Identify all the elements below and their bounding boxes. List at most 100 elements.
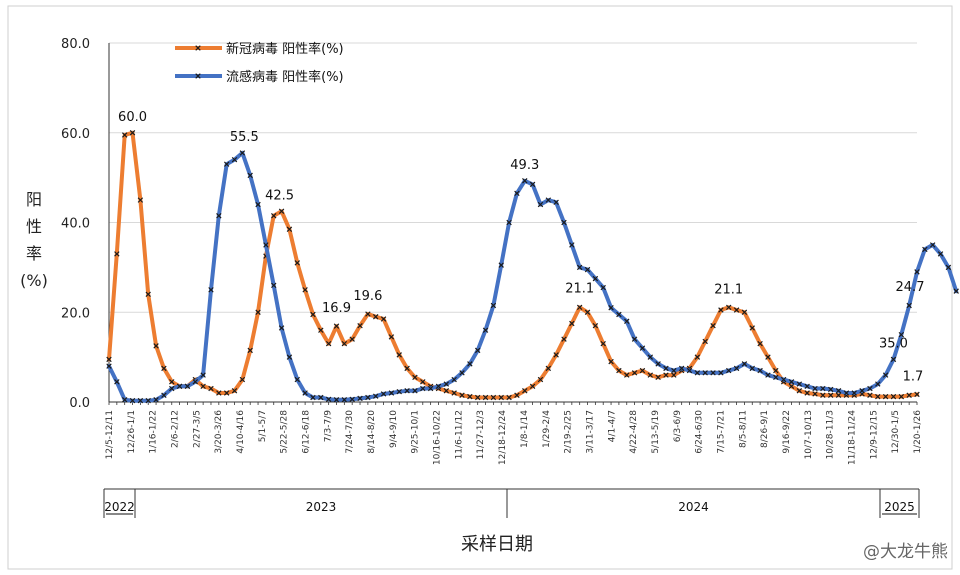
data-label: 42.5 (265, 188, 294, 203)
data-point (812, 391, 818, 397)
data-label: 60.0 (118, 110, 147, 125)
data-point (749, 365, 755, 372)
x-tick-label: 10/7-10/13 (804, 410, 814, 459)
data-point (161, 392, 167, 398)
data-point (875, 393, 881, 400)
data-point (208, 385, 214, 392)
data-label: 24.7 (896, 280, 925, 295)
data-point (271, 213, 277, 219)
data-point (569, 320, 575, 327)
data-point (890, 393, 897, 400)
data-point (522, 178, 528, 184)
data-point (420, 385, 426, 392)
data-point (812, 385, 818, 392)
data-point (827, 386, 834, 393)
data-point (161, 365, 167, 372)
data-point (820, 385, 826, 392)
data-point (271, 282, 277, 289)
x-tick-label: 7/24-7/30 (345, 410, 355, 454)
data-point (608, 305, 614, 311)
data-point (804, 390, 810, 396)
data-point (545, 365, 552, 372)
x-tick-label: 10/28-11/3 (826, 410, 836, 459)
data-point (310, 311, 316, 318)
data-point (239, 150, 246, 156)
x-tick-label: 12/9-12/15 (869, 410, 879, 459)
x-tick-label: 11/6-11/12 (454, 410, 464, 459)
data-point (459, 370, 465, 376)
data-point (733, 307, 740, 313)
data-point (467, 361, 473, 367)
x-tick-label: 4/10-4/16 (236, 410, 246, 454)
data-point (710, 370, 716, 376)
data-point (686, 367, 693, 374)
data-point (169, 379, 175, 385)
data-point (451, 390, 457, 396)
x-tick-label: 5/22-5/28 (280, 410, 290, 454)
y-tick-label: 60.0 (61, 127, 90, 142)
data-point (223, 161, 230, 167)
data-point (498, 262, 504, 268)
data-point (145, 397, 151, 404)
data-point (529, 181, 536, 188)
data-point (726, 304, 732, 311)
data-point (412, 388, 418, 394)
data-point (608, 358, 614, 365)
data-point (514, 392, 520, 398)
data-point (788, 383, 795, 390)
data-point (867, 392, 873, 398)
year-label: 2022 (104, 500, 135, 514)
data-point (263, 242, 269, 248)
data-point (898, 331, 905, 338)
watermark: @大龙牛熊 (863, 542, 948, 562)
data-point (459, 392, 465, 398)
data-point (427, 385, 434, 392)
y-axis-label-char: (%) (20, 271, 48, 290)
data-point (655, 374, 661, 381)
data-point (631, 370, 638, 376)
data-point (420, 379, 426, 385)
data-point (529, 383, 536, 390)
x-tick-label: 6/12-6/18 (302, 410, 312, 454)
data-point (561, 336, 567, 342)
data-point (875, 381, 881, 387)
data-point (914, 391, 920, 398)
data-point (694, 370, 701, 376)
data-label: 16.9 (322, 301, 351, 316)
x-tick-label: 4/1-4/7 (607, 410, 617, 442)
x-tick-label: 12/26-1/1 (127, 410, 137, 454)
data-labels: 60.0 42.5 16.919.6 21.1 21.1 1.7 55.5 49.3 35.0 2… (118, 110, 924, 385)
x-tick-label: 8/26-9/1 (760, 410, 770, 448)
data-point (247, 347, 253, 354)
data-point (592, 275, 599, 282)
x-tick-label: 11/18-11/24 (847, 410, 857, 465)
data-point (898, 393, 905, 400)
data-point (843, 390, 850, 396)
data-point (851, 390, 857, 396)
data-point (333, 323, 340, 329)
y-axis-label-char: 性 (26, 217, 42, 236)
data-point (169, 385, 175, 392)
x-tick-label: 1/29-2/4 (542, 410, 552, 448)
data-point (474, 394, 481, 401)
data-point (388, 334, 395, 340)
legend-label: 新冠病毒 阳性率(%) (226, 41, 344, 57)
data-label: 49.3 (510, 158, 539, 173)
data-point (396, 388, 402, 395)
data-point (937, 251, 944, 257)
data-point (773, 374, 779, 381)
data-point (678, 365, 685, 372)
data-point (286, 354, 293, 360)
data-point (616, 367, 622, 374)
data-point (490, 394, 497, 401)
data-point (749, 325, 755, 331)
data-point (388, 390, 395, 396)
data-point (278, 208, 285, 215)
x-tick-label: 8/14-8/20 (367, 410, 377, 454)
data-point (121, 397, 128, 403)
data-point (663, 365, 669, 372)
data-point (655, 361, 661, 367)
y-axis-label: 阳性率 (%) (20, 190, 48, 290)
data-point (310, 394, 316, 401)
